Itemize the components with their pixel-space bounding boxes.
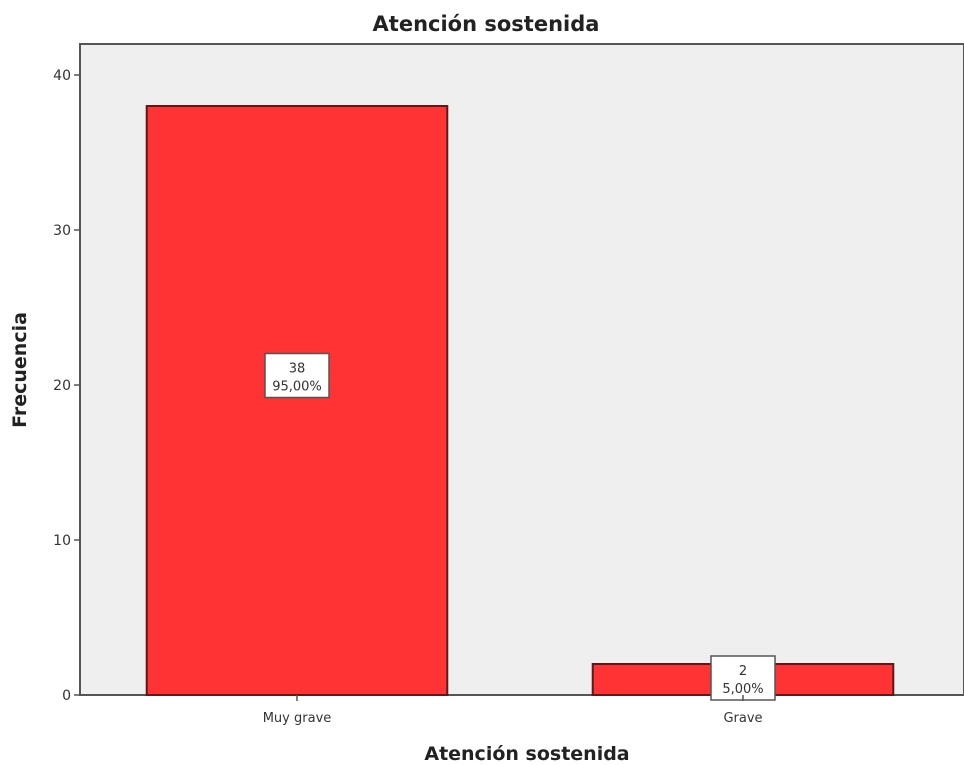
x-tick-label: Grave: [723, 711, 762, 726]
bars: 38 95,00% 2 5,00%: [145, 105, 895, 701]
y-tick-label: 0: [62, 688, 71, 704]
x-axis: Muy grave Grave: [263, 695, 763, 726]
y-tick-label: 40: [53, 68, 71, 84]
data-label-count: 38: [289, 362, 306, 377]
y-axis: 0 10 20 30 40: [53, 68, 80, 704]
data-label-count: 2: [739, 664, 747, 679]
y-tick-label: 20: [53, 378, 71, 394]
y-tick-label: 30: [53, 223, 71, 239]
data-label-box: [264, 352, 330, 399]
x-tick-label: Muy grave: [263, 711, 332, 726]
x-axis-title: Atención sostenida: [424, 743, 629, 765]
chart-title: Atención sostenida: [373, 12, 600, 36]
data-label-percent: 5,00%: [722, 682, 763, 697]
bar-muy-grave: [145, 105, 449, 696]
y-tick-label: 10: [53, 533, 71, 549]
y-axis-title: Frecuencia: [9, 312, 31, 428]
data-label-percent: 95,00%: [272, 380, 322, 395]
